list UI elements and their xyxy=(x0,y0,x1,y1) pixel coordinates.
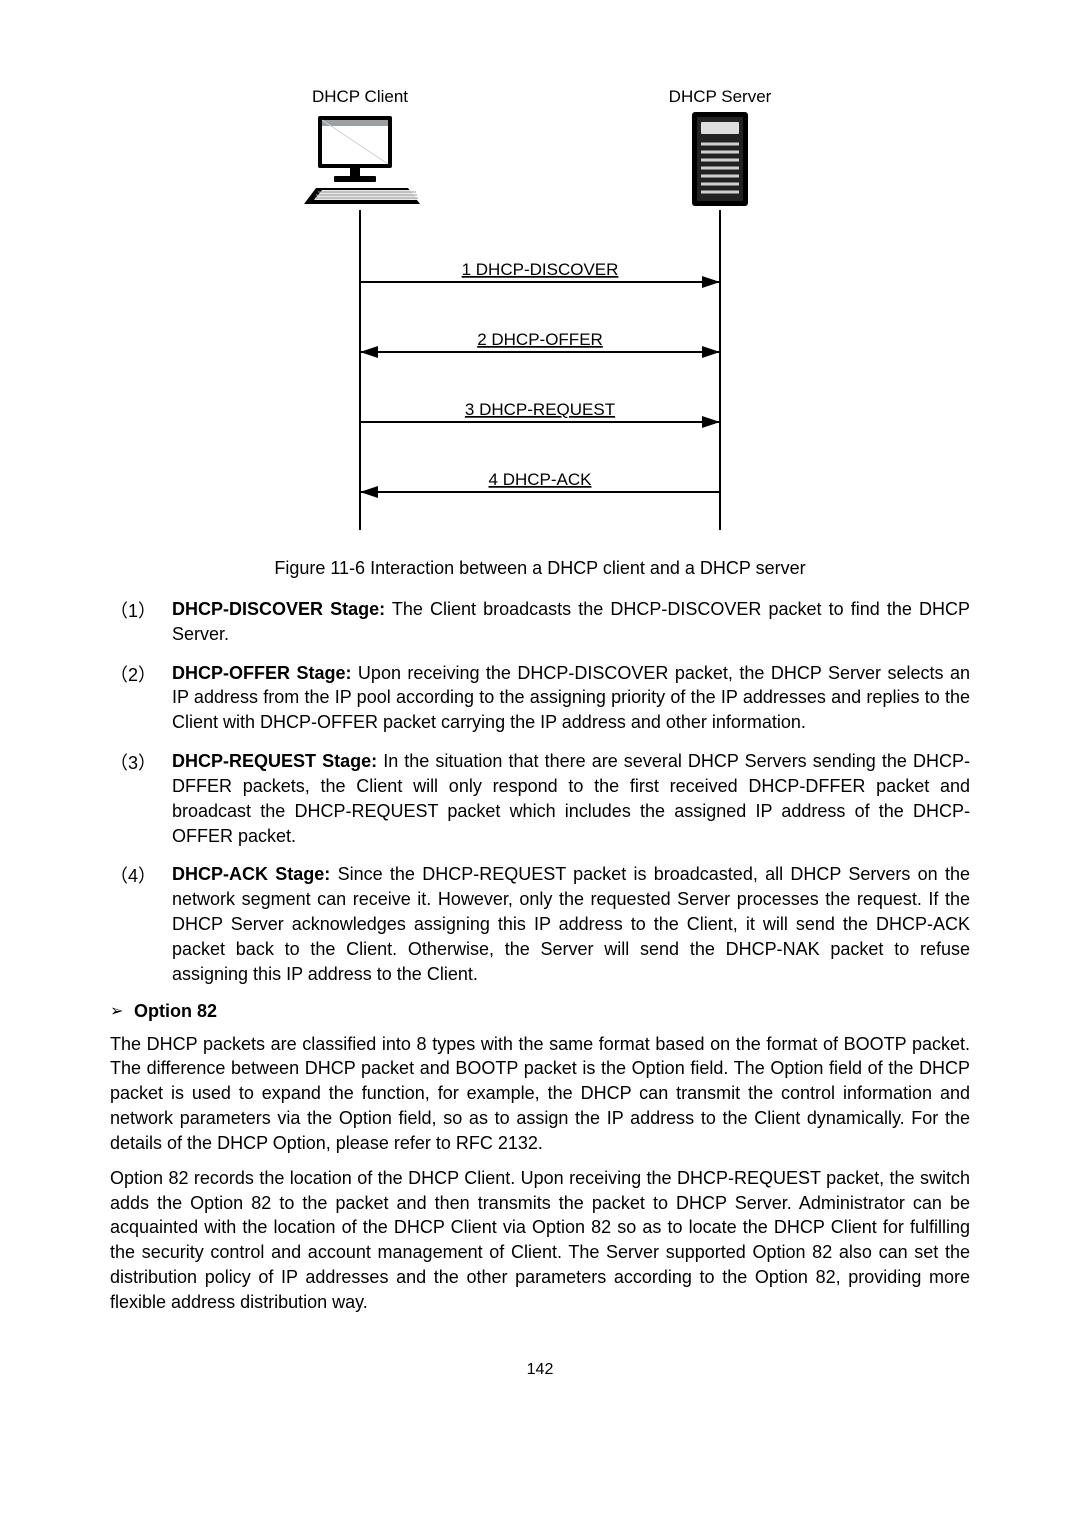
stage-4-number: （4） xyxy=(110,862,172,986)
stage-item-4: （4） DHCP-ACK Stage: Since the DHCP-REQUE… xyxy=(110,862,970,986)
stage-3-text: DHCP-REQUEST Stage: In the situation tha… xyxy=(172,749,970,848)
stage-item-3: （3） DHCP-REQUEST Stage: In the situation… xyxy=(110,749,970,848)
server-tower-icon xyxy=(692,112,748,206)
dhcp-server-label: DHCP Server xyxy=(669,87,772,106)
stage-3-number: （3） xyxy=(110,749,172,848)
arrow-4-label: 4 DHCP-ACK xyxy=(489,470,593,489)
stage-1-text: DHCP-DISCOVER Stage: The Client broadcas… xyxy=(172,597,970,647)
stage-2-number: （2） xyxy=(110,661,172,735)
stages-list: （1） DHCP-DISCOVER Stage: The Client broa… xyxy=(110,597,970,987)
stage-3-title: DHCP-REQUEST Stage: xyxy=(172,751,377,771)
option82-header: ➢ Option 82 xyxy=(110,1001,970,1022)
stage-4-text: DHCP-ACK Stage: Since the DHCP-REQUEST p… xyxy=(172,862,970,986)
stage-2-title: DHCP-OFFER Stage: xyxy=(172,663,351,683)
stage-2-text: DHCP-OFFER Stage: Upon receiving the DHC… xyxy=(172,661,970,735)
dhcp-interaction-diagram: DHCP Client DHCP Server xyxy=(260,80,820,540)
option82-label: Option 82 xyxy=(134,1001,217,1022)
option82-paragraph-1: The DHCP packets are classified into 8 t… xyxy=(110,1032,970,1156)
stage-item-2: （2） DHCP-OFFER Stage: Upon receiving the… xyxy=(110,661,970,735)
chevron-right-icon: ➢ xyxy=(110,1001,134,1021)
stage-item-1: （1） DHCP-DISCOVER Stage: The Client broa… xyxy=(110,597,970,647)
arrow-1-label: 1 DHCP-DISCOVER xyxy=(462,260,619,279)
stage-4-title: DHCP-ACK Stage: xyxy=(172,864,330,884)
option82-paragraph-2: Option 82 records the location of the DH… xyxy=(110,1166,970,1315)
arrow-3-label: 3 DHCP-REQUEST xyxy=(465,400,615,419)
dhcp-client-label: DHCP Client xyxy=(312,87,408,106)
figure-caption: Figure 11-6 Interaction between a DHCP c… xyxy=(110,558,970,579)
arrow-2-label: 2 DHCP-OFFER xyxy=(477,330,603,349)
page-number: 142 xyxy=(110,1361,970,1379)
client-computer-icon xyxy=(304,116,420,204)
stage-1-title: DHCP-DISCOVER Stage: xyxy=(172,599,385,619)
stage-1-number: （1） xyxy=(110,597,172,647)
